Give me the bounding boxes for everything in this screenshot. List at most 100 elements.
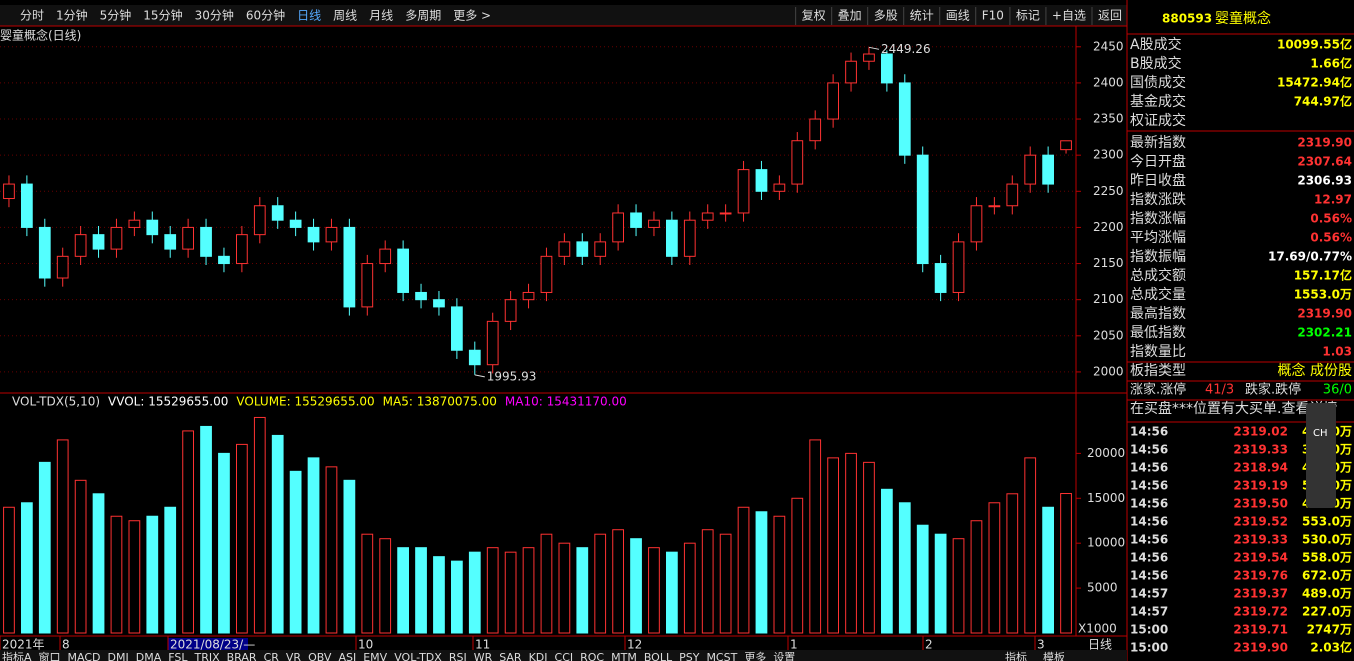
panel-label: 最低指数	[1130, 325, 1186, 341]
period-tab[interactable]: 日线	[297, 9, 321, 23]
volume-bar	[773, 515, 786, 634]
period-tab[interactable]: 月线	[369, 9, 393, 23]
volume-bar	[755, 511, 768, 634]
trade-price: 2319.33	[1233, 443, 1288, 457]
indicator-tab[interactable]: FSL	[168, 651, 188, 661]
trade-time: 14:56	[1130, 479, 1168, 493]
x-axis-label: 2	[925, 638, 933, 652]
y-tick-label: 2250	[1093, 184, 1124, 198]
period-tab[interactable]: 5分钟	[100, 8, 132, 23]
indicator-tab[interactable]: BOLL	[644, 651, 673, 661]
candle-body	[755, 169, 768, 192]
candle-body	[737, 169, 750, 214]
candle-body	[307, 226, 320, 243]
trade-volume: 530.0万	[1302, 533, 1352, 547]
indicator-tab[interactable]: ASI	[338, 651, 356, 661]
trade-volume: 227.0万	[1302, 605, 1352, 619]
period-tab[interactable]: 30分钟	[195, 8, 234, 23]
candle-body	[630, 212, 642, 228]
period-tab[interactable]: 更多 >	[453, 9, 491, 23]
panel-label: 指数涨幅	[1130, 211, 1186, 227]
y-tick-label: 2400	[1093, 75, 1124, 89]
tool-button[interactable]: 返回	[1098, 9, 1122, 23]
indicator-tab[interactable]: KDJ	[529, 651, 548, 661]
x-axis-label: 3	[1037, 638, 1045, 652]
volume-bar	[845, 452, 857, 634]
candle-body	[56, 255, 69, 279]
indicator-tab[interactable]: 设置	[773, 651, 795, 661]
indicator-tab[interactable]: PSY	[679, 651, 700, 661]
trade-price: 2319.50	[1233, 497, 1288, 511]
tool-button[interactable]: F10	[982, 9, 1004, 23]
indicator-tab[interactable]: CR	[264, 651, 280, 661]
notice[interactable]: 在买盘***位置有大买单.查看详情	[1130, 400, 1337, 417]
volume-bar	[307, 457, 320, 634]
indicator-tab[interactable]: MTM	[611, 651, 637, 661]
candle-body	[612, 212, 624, 243]
trade-time: 14:56	[1130, 515, 1168, 529]
indicator-tab[interactable]: TRIX	[193, 651, 220, 661]
indicator-tab[interactable]: EMV	[363, 651, 387, 661]
period-tab[interactable]: 60分钟	[246, 8, 285, 23]
indicator-tab[interactable]: 更多	[744, 650, 766, 661]
indicator-tab[interactable]: WR	[474, 651, 493, 661]
period-tab[interactable]: 周线	[333, 9, 357, 23]
indicator-tab[interactable]: VOL-TDX	[394, 651, 442, 661]
volume-bar	[934, 533, 947, 634]
candle-body	[74, 234, 87, 257]
indicator-tab[interactable]: SAR	[499, 651, 522, 661]
volume-bar	[791, 497, 804, 634]
template-tab[interactable]: 模板	[1043, 650, 1065, 661]
tool-button[interactable]: 叠加	[838, 9, 862, 23]
y-tick-label: 2200	[1093, 220, 1124, 234]
tool-button[interactable]: 统计	[910, 9, 934, 23]
x-axis-label: 12	[627, 638, 642, 652]
indicator-tab[interactable]: OBV	[308, 651, 332, 661]
trade-price: 2319.33	[1233, 533, 1288, 547]
volume-bar	[1060, 493, 1072, 634]
indicator-tab[interactable]: DMI	[108, 651, 129, 661]
indicator-tab[interactable]: RSI	[449, 651, 467, 661]
min-pointer	[474, 374, 485, 378]
indicator-tab[interactable]: VR	[286, 651, 302, 661]
volume-bar	[719, 533, 732, 634]
indicator-tab[interactable]: 窗口	[39, 650, 61, 661]
volume-bar	[540, 533, 553, 634]
volume-bar	[164, 506, 177, 634]
panel-value: 概念 成份股	[1278, 362, 1352, 379]
indicator-tab[interactable]: CCI	[555, 651, 574, 661]
period-tab[interactable]: 多周期	[405, 9, 441, 23]
indicator-tab[interactable]: MACD	[68, 651, 101, 661]
volume-bar	[881, 488, 893, 634]
indicator-tab[interactable]: BRAR	[227, 651, 257, 661]
tool-button[interactable]: 标记	[1016, 9, 1040, 23]
candle-body	[504, 299, 517, 322]
candle-body	[1024, 154, 1037, 185]
volume-unit: X1000	[1078, 622, 1117, 636]
indicator-tab[interactable]: MCST	[706, 651, 737, 661]
trade-price: 2319.76	[1233, 569, 1288, 583]
candle-body	[845, 60, 857, 84]
period-tab[interactable]: 分时	[20, 9, 44, 23]
indicator-tab[interactable]: ROC	[580, 651, 604, 661]
trade-price: 2319.72	[1233, 605, 1288, 619]
indicator-tab[interactable]: 指标A	[2, 650, 32, 661]
tool-button[interactable]: 复权	[802, 9, 826, 23]
volume-bar	[701, 529, 714, 634]
tool-button[interactable]: 多股	[874, 9, 898, 23]
tool-button[interactable]: 画线	[946, 9, 970, 23]
panel-label: 平均涨幅	[1130, 230, 1186, 246]
volume-bar	[56, 439, 69, 634]
candle-body	[827, 82, 839, 120]
volume-bar	[379, 538, 392, 634]
volume-bar	[110, 515, 123, 634]
panel-value: 17.69/0.77%	[1268, 250, 1352, 264]
candle-body	[21, 183, 33, 228]
indicator-tab[interactable]: DMA	[136, 651, 162, 661]
period-tab[interactable]: 1分钟	[56, 8, 88, 23]
candle-body	[271, 205, 284, 221]
period-tab[interactable]: 15分钟	[143, 8, 182, 23]
tool-button[interactable]: +自选	[1052, 9, 1086, 23]
template-tab[interactable]: 指标	[1005, 650, 1027, 661]
